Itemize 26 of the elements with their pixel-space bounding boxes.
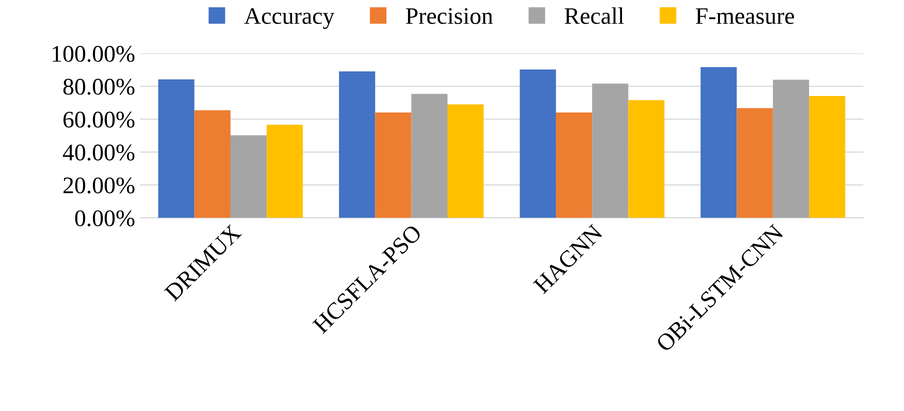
- bar: [411, 94, 448, 218]
- y-tick-label: 60.00%: [63, 112, 134, 128]
- legend-label: Precision: [406, 8, 493, 24]
- y-tick-label: 0.00%: [75, 210, 134, 226]
- bar: [736, 108, 773, 218]
- bar: [447, 104, 484, 218]
- bar: [194, 110, 231, 218]
- bar: [520, 70, 556, 218]
- bar: [375, 112, 412, 218]
- y-tick-label: 80.00%: [63, 78, 134, 95]
- legend-label: F-measure: [696, 8, 794, 24]
- bar: [266, 124, 303, 218]
- bar: [700, 67, 737, 218]
- legend-label: Accuracy: [244, 8, 334, 29]
- bar: [339, 71, 376, 218]
- bar: [809, 96, 846, 218]
- y-tick-label: 20.00%: [64, 177, 134, 194]
- bar: [158, 79, 194, 218]
- y-tick-label: 40.00%: [62, 144, 134, 161]
- y-tick-label: 100.00%: [52, 46, 134, 62]
- bar: [230, 135, 267, 218]
- bar: [772, 80, 810, 218]
- bar: [592, 84, 628, 218]
- bar: [628, 100, 664, 218]
- bar: [556, 112, 592, 218]
- legend-label: Recall: [564, 7, 624, 24]
